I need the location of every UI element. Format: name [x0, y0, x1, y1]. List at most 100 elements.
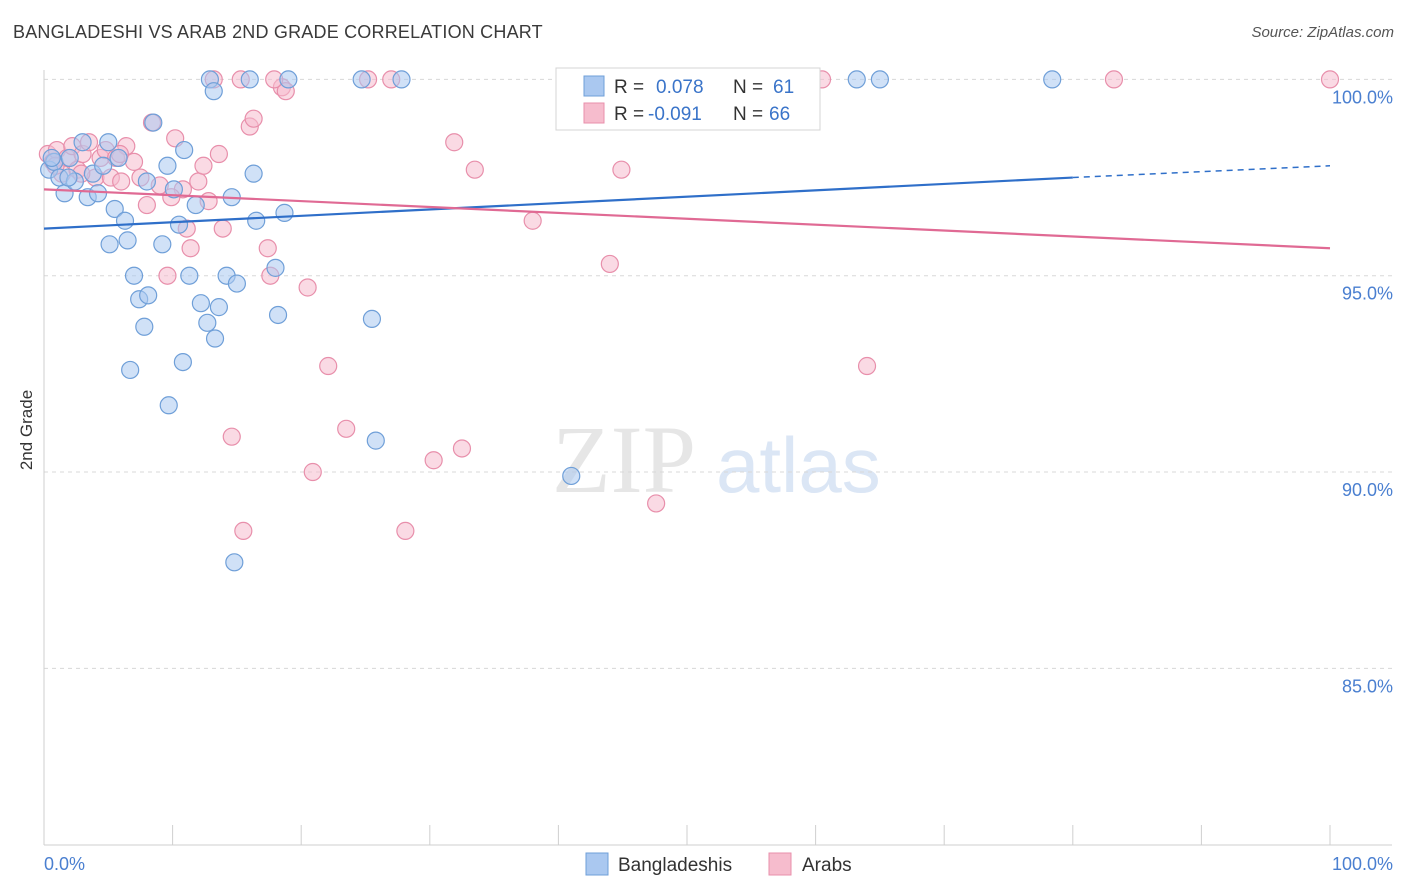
point-arabs-51 — [612, 160, 631, 179]
point-bangladeshis-31 — [186, 195, 205, 215]
gridlines — [44, 78, 1392, 669]
point-arabs-31 — [234, 521, 253, 541]
point-bangladeshis-54 — [562, 466, 581, 486]
point-bangladeshis-58 — [1043, 70, 1062, 89]
point-bangladeshis-50 — [392, 70, 411, 89]
point-bangladeshis-33 — [198, 313, 217, 332]
point-bangladeshis-41 — [247, 211, 266, 230]
y-tick-label-90: 90.0% — [1342, 480, 1393, 500]
point-bangladeshis-26 — [159, 396, 178, 415]
point-bangladeshis-40 — [244, 164, 263, 183]
point-bangladeshis-36 — [209, 298, 228, 317]
point-arabs-45 — [424, 451, 443, 470]
source-label: Source: ZipAtlas.com — [1251, 24, 1394, 41]
x-ticks — [43, 825, 1331, 845]
point-arabs-48 — [465, 160, 484, 179]
point-arabs-38 — [298, 278, 317, 297]
point-bangladeshis-42 — [266, 258, 285, 277]
point-arabs-33 — [244, 109, 263, 128]
y-tick-label-85: 85.0% — [1342, 676, 1393, 696]
point-bangladeshis-46 — [204, 82, 223, 101]
point-bangladeshis-25 — [121, 360, 140, 380]
point-bangladeshis-48 — [279, 70, 298, 89]
point-arabs-27 — [194, 156, 213, 175]
point-arabs-28 — [209, 144, 228, 164]
point-bangladeshis-23 — [158, 156, 177, 175]
point-bangladeshis-43 — [268, 305, 288, 325]
point-bangladeshis-22 — [153, 235, 172, 254]
point-bangladeshis-21 — [144, 113, 163, 132]
point-bangladeshis-51 — [225, 553, 244, 572]
point-arabs-57 — [1320, 70, 1340, 89]
point-bangladeshis-53 — [366, 431, 385, 450]
legend-swatch-arabs — [583, 102, 605, 124]
point-arabs-26 — [189, 172, 208, 191]
point-arabs-14 — [112, 172, 131, 191]
point-arabs-21 — [158, 266, 177, 285]
point-arabs-25 — [181, 239, 200, 258]
x-tick-label-min: 0.0% — [44, 854, 85, 874]
point-bangladeshis-34 — [173, 352, 192, 372]
point-bangladeshis-27 — [164, 180, 183, 199]
axes — [43, 70, 1392, 846]
point-bangladeshis-6 — [73, 133, 92, 152]
point-bangladeshis-11 — [99, 133, 118, 152]
point-arabs-29 — [213, 219, 232, 238]
legend-r-value-2: -0.091 — [648, 104, 702, 125]
point-bangladeshis-16 — [100, 235, 119, 254]
x-tick-label-max: 100.0% — [1332, 854, 1393, 874]
bottom-legend: Bangladeshis Arabs — [585, 852, 852, 876]
point-arabs-34 — [258, 239, 277, 258]
trend-line-arabs — [43, 188, 1331, 250]
point-arabs-56 — [1104, 70, 1124, 89]
point-bangladeshis-4 — [60, 148, 79, 168]
point-bangladeshis-29 — [175, 140, 194, 160]
bottom-legend-label-arabs: Arabs — [802, 855, 852, 876]
point-arabs-50 — [600, 254, 619, 274]
point-bangladeshis-57 — [870, 70, 890, 89]
series-bangladeshis — [40, 70, 1062, 572]
point-arabs-55 — [857, 356, 877, 376]
bottom-legend-swatch-arabs — [768, 852, 792, 876]
watermark-atlas: atlas — [716, 421, 881, 509]
point-arabs-47 — [452, 439, 472, 458]
point-arabs-18 — [137, 195, 156, 215]
legend-r-label-1: R = — [614, 77, 644, 98]
point-bangladeshis-15 — [118, 231, 137, 250]
point-bangladeshis-30 — [180, 266, 199, 285]
point-bangladeshis-9 — [88, 184, 108, 203]
chart-title: BANGLADESHI VS ARAB 2ND GRADE CORRELATIO… — [13, 22, 543, 42]
point-bangladeshis-49 — [352, 70, 371, 89]
point-bangladeshis-28 — [169, 215, 189, 234]
point-bangladeshis-47 — [240, 70, 259, 89]
point-arabs-52 — [647, 494, 666, 513]
point-bangladeshis-12 — [105, 199, 124, 219]
watermark-zip: ZIP — [552, 406, 696, 513]
trend-lines — [43, 165, 1331, 250]
y-tick-labels: 85.0% 90.0% 95.0% 100.0% — [1332, 87, 1393, 696]
y-tick-label-95: 95.0% — [1342, 284, 1393, 304]
legend-n-label-1: N = — [733, 77, 763, 98]
point-bangladeshis-39 — [227, 274, 246, 293]
point-bangladeshis-35 — [205, 329, 225, 348]
point-bangladeshis-20 — [139, 286, 158, 305]
point-arabs-30 — [222, 427, 241, 446]
point-bangladeshis-44 — [275, 203, 294, 222]
point-bangladeshis-59 — [42, 148, 61, 168]
point-bangladeshis-24 — [135, 317, 154, 336]
legend-r-value-1: 0.078 — [656, 77, 704, 98]
point-arabs-49 — [523, 211, 542, 230]
point-bangladeshis-19 — [137, 172, 156, 191]
point-bangladeshis-17 — [124, 266, 144, 285]
stats-legend: R = 0.078 N = 61 R = -0.091 N = 66 — [555, 67, 821, 131]
point-arabs-40 — [319, 356, 338, 376]
legend-n-value-2: 66 — [769, 104, 790, 125]
point-bangladeshis-52 — [362, 309, 382, 329]
point-arabs-41 — [337, 419, 356, 438]
point-arabs-44 — [396, 521, 415, 541]
legend-n-value-1: 61 — [773, 77, 794, 98]
point-bangladeshis-10 — [94, 156, 113, 175]
bottom-legend-swatch-bangladeshis — [585, 852, 609, 876]
point-bangladeshis-14 — [115, 211, 135, 230]
